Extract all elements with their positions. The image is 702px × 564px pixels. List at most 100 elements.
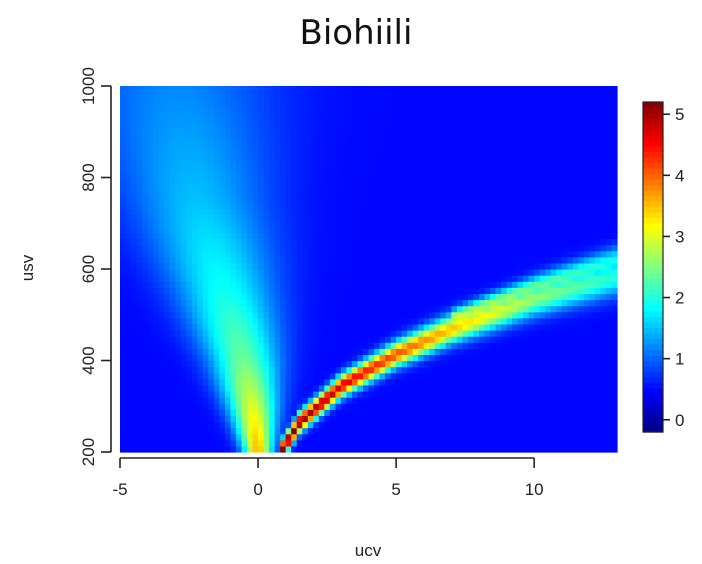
- heatmap-cell: [186, 427, 193, 435]
- heatmap-cell: [451, 262, 458, 270]
- heatmap-cell: [539, 214, 546, 221]
- heatmap-cell: [611, 330, 618, 337]
- heatmap-cell: [175, 159, 182, 166]
- heatmap-cell: [136, 348, 143, 355]
- heatmap-cell: [440, 372, 447, 380]
- heatmap-cell: [302, 220, 309, 227]
- heatmap-cell: [484, 403, 491, 410]
- heatmap-cell: [561, 177, 568, 185]
- heatmap-cell: [550, 208, 557, 215]
- heatmap-cell: [136, 384, 143, 392]
- heatmap-cell: [346, 299, 353, 307]
- heatmap-cell: [462, 244, 469, 252]
- heatmap-cell: [545, 171, 552, 179]
- heatmap-cell: [489, 256, 497, 264]
- heatmap-cell: [611, 445, 618, 453]
- heatmap-cell: [545, 195, 552, 203]
- heatmap-cell: [351, 391, 359, 398]
- heatmap-cell: [291, 232, 298, 240]
- heatmap-cell: [605, 427, 613, 435]
- heatmap-cell: [285, 421, 292, 429]
- heatmap-cell: [302, 378, 309, 386]
- heatmap-cell: [307, 262, 314, 270]
- heatmap-cell: [429, 250, 436, 258]
- heatmap-cell: [202, 293, 209, 301]
- heatmap-cell: [600, 226, 607, 233]
- heatmap-cell: [423, 183, 430, 191]
- heatmap-cell: [296, 214, 303, 221]
- heatmap-cell: [169, 147, 176, 154]
- heatmap-cell: [169, 415, 176, 423]
- heatmap-cell: [478, 214, 486, 221]
- heatmap-cell: [153, 147, 160, 154]
- heatmap-cell: [478, 433, 486, 441]
- heatmap-cell: [362, 140, 370, 148]
- heatmap-cell: [567, 201, 574, 209]
- heatmap-cell: [247, 293, 254, 301]
- heatmap-cell: [445, 433, 452, 441]
- heatmap-cell: [501, 189, 508, 197]
- heatmap-cell: [357, 348, 364, 355]
- heatmap-cell: [512, 116, 519, 124]
- heatmap-cell: [396, 165, 403, 172]
- heatmap-cell: [158, 128, 165, 136]
- heatmap-cell: [280, 183, 287, 191]
- heatmap-cell: [120, 220, 127, 227]
- heatmap-cell: [147, 439, 154, 447]
- heatmap-cell: [517, 122, 524, 130]
- heatmap-cell: [506, 397, 513, 404]
- heatmap-cell: [213, 415, 220, 423]
- heatmap-cell: [379, 226, 386, 233]
- heatmap-cell: [131, 116, 138, 124]
- heatmap-cell: [258, 281, 265, 288]
- heatmap-cell: [484, 366, 491, 374]
- heatmap-cell: [335, 397, 342, 404]
- heatmap-cell: [208, 275, 215, 282]
- heatmap-cell: [379, 153, 386, 160]
- heatmap-cell: [208, 323, 215, 331]
- heatmap-cell: [335, 275, 342, 282]
- heatmap-cell: [594, 128, 602, 136]
- heatmap-cell: [528, 427, 535, 435]
- heatmap-cell: [269, 171, 276, 179]
- heatmap-cell: [534, 354, 541, 362]
- heatmap-cell: [125, 372, 132, 380]
- heatmap-cell: [346, 287, 353, 294]
- heatmap-cell: [434, 238, 441, 246]
- heatmap-cell: [401, 262, 408, 270]
- heatmap-cell: [313, 378, 320, 386]
- heatmap-cell: [445, 220, 452, 227]
- heatmap-cell: [539, 177, 546, 185]
- heatmap-cell: [274, 391, 281, 398]
- heatmap-cell: [357, 128, 364, 136]
- heatmap-cell: [501, 232, 508, 240]
- heatmap-cell: [418, 299, 425, 307]
- heatmap-cell: [451, 348, 458, 355]
- heatmap-cell: [247, 159, 254, 166]
- heatmap-cell: [351, 421, 359, 429]
- heatmap-cell: [484, 372, 491, 380]
- heatmap-cell: [120, 293, 127, 301]
- heatmap-cell: [158, 293, 165, 301]
- heatmap-cell: [329, 128, 336, 136]
- heatmap-cell: [572, 140, 579, 148]
- heatmap-cell: [451, 372, 458, 380]
- heatmap-cell: [412, 250, 419, 258]
- heatmap-cell: [241, 342, 248, 349]
- heatmap-cell: [556, 354, 563, 362]
- heatmap-cell: [318, 299, 325, 307]
- heatmap-cell: [164, 348, 171, 355]
- heatmap-cell: [158, 208, 165, 215]
- heatmap-cell: [517, 323, 524, 331]
- heatmap-cell: [351, 153, 359, 160]
- heatmap-cell: [572, 214, 579, 221]
- heatmap-cell: [396, 433, 403, 441]
- heatmap-cell: [120, 311, 127, 319]
- heatmap-cell: [495, 366, 502, 374]
- heatmap-cell: [169, 116, 176, 124]
- heatmap-cell: [153, 256, 160, 264]
- heatmap-cell: [131, 397, 138, 404]
- heatmap-cell: [230, 354, 237, 362]
- heatmap-cell: [213, 195, 220, 203]
- heatmap-cell: [462, 134, 469, 142]
